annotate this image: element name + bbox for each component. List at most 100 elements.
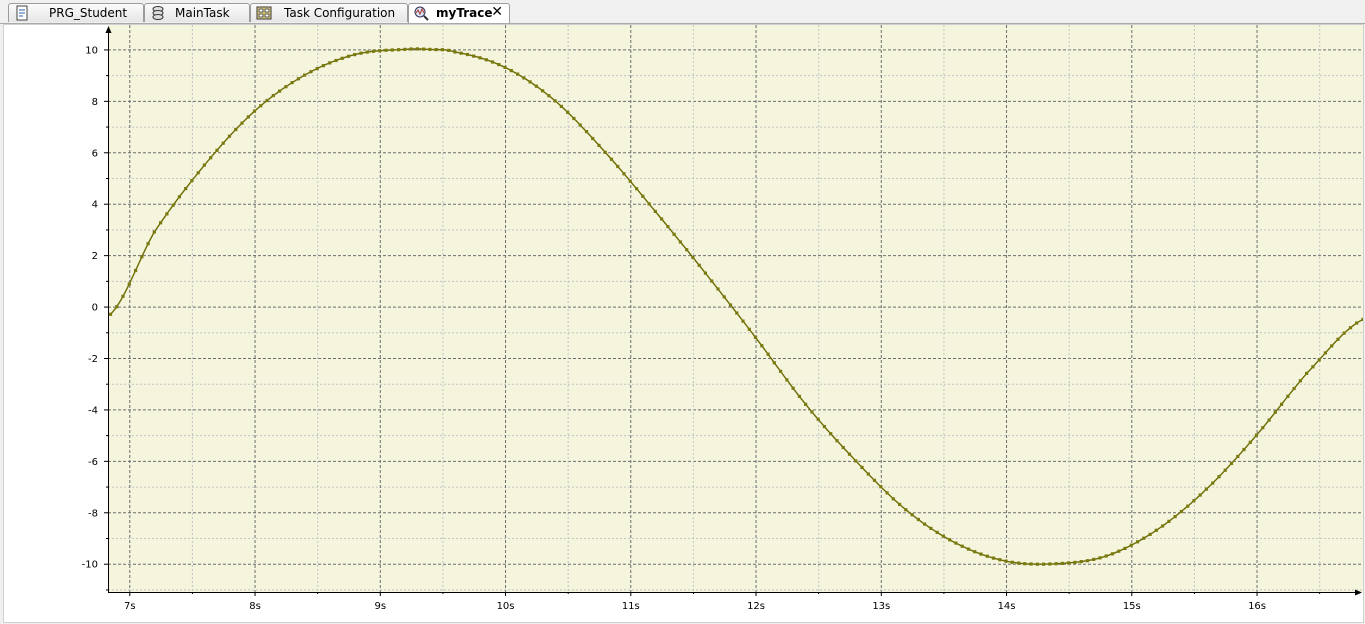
x-tick-label: 7s xyxy=(124,601,136,612)
trace-plot-area[interactable]: 10 8 6 4 2 0 -2 -4 -6 -8 -10 7s 8s 9s 10s 11s 12s 13s 14s 1… xyxy=(3,24,1364,623)
trace-sample-point xyxy=(422,47,426,51)
trace-sample-point xyxy=(365,50,369,54)
y-tick-label: 10 xyxy=(85,45,98,56)
trace-sample-point xyxy=(1336,337,1340,341)
y-tick-label: -2 xyxy=(88,354,98,365)
trace-sample-point xyxy=(1280,402,1284,406)
trace-sample-point xyxy=(647,202,651,206)
trace-sample-point xyxy=(929,526,933,530)
trace-sample-point xyxy=(315,67,319,71)
trace-sample-point xyxy=(735,311,739,315)
trace-sample-point xyxy=(1330,344,1334,348)
trace-sample-point xyxy=(1148,532,1152,536)
trace-sample-point xyxy=(1167,519,1171,523)
trace-sample-point xyxy=(1348,326,1353,330)
trace-sample-point xyxy=(860,465,864,469)
trace-sample-point xyxy=(785,378,789,382)
trace-sample-point xyxy=(1042,562,1046,566)
trace-sample-point xyxy=(127,282,131,286)
trace-sample-point xyxy=(854,459,858,463)
tab-label: PRG_Student xyxy=(49,6,128,20)
trace-sample-point xyxy=(547,94,551,98)
trace-sample-point xyxy=(753,335,758,339)
trace-sample-point xyxy=(321,64,325,68)
trace-sample-point xyxy=(465,52,470,57)
trace-sample-point xyxy=(1123,546,1127,550)
trace-sample-point xyxy=(303,73,307,77)
y-tick-label: 8 xyxy=(92,97,98,108)
x-tick-label: 11s xyxy=(622,601,640,612)
trace-sample-point xyxy=(1092,557,1096,561)
trace-sample-point xyxy=(359,51,363,55)
x-tick-label: 9s xyxy=(375,601,387,612)
trace-sample-point xyxy=(1286,394,1290,398)
trace-sample-point xyxy=(973,550,977,554)
close-icon[interactable]: ✕ xyxy=(491,4,503,20)
trace-sample-point xyxy=(891,497,895,501)
trace-sample-point xyxy=(597,143,601,147)
trace-sample-point xyxy=(797,394,801,398)
trace-sample-point xyxy=(1017,561,1021,565)
trace-sample-point xyxy=(603,150,607,154)
trace-sample-point xyxy=(541,89,545,93)
trace-sample-point xyxy=(1292,386,1296,391)
trace-sample-point xyxy=(954,541,958,545)
trace-sample-point xyxy=(916,517,920,522)
trace-sample-point xyxy=(184,187,188,191)
trace-sample-point xyxy=(121,294,125,298)
x-tick-label: 8s xyxy=(249,601,261,612)
trace-sample-point xyxy=(1211,481,1215,485)
trace-sample-point xyxy=(1029,562,1033,566)
trace-sample-point xyxy=(284,85,288,89)
trace-sample-point xyxy=(872,478,877,482)
trace-sample-point xyxy=(791,386,795,390)
trace-sample-point xyxy=(578,123,582,127)
trace-sample-point xyxy=(134,268,138,273)
y-tick-label: -4 xyxy=(88,405,98,416)
trace-sample-point xyxy=(885,491,889,495)
trace-sample-point xyxy=(991,556,996,560)
trace-sample-point xyxy=(641,194,645,198)
trace-sample-point xyxy=(879,485,883,489)
trace-sample-point xyxy=(1004,559,1008,563)
trace-sample-point xyxy=(1073,560,1077,564)
tab-label: Task Configuration xyxy=(284,6,396,20)
trace-sample-point xyxy=(1204,487,1208,491)
trace-sample-point xyxy=(453,50,457,54)
trace-sample-point xyxy=(221,141,225,145)
trace-sample-point xyxy=(490,60,495,64)
trace-sample-point xyxy=(528,80,532,84)
trace-sample-point xyxy=(1298,379,1302,383)
trace-sample-point xyxy=(290,81,294,85)
trace-sample-point xyxy=(835,439,839,443)
trace-sample-point xyxy=(666,225,670,229)
tab-maintask[interactable]: MainTask xyxy=(144,3,250,22)
trace-sample-point xyxy=(1085,559,1090,563)
y-tick-label: 0 xyxy=(92,303,98,314)
trace-sample-point xyxy=(1342,331,1346,335)
trace-sample-point xyxy=(1361,317,1363,321)
trace-sample-point xyxy=(1060,561,1064,565)
x-tick-label: 10s xyxy=(497,601,515,612)
tab-prg-student[interactable]: PRG_Student xyxy=(8,3,144,22)
trace-sample-point xyxy=(660,217,664,221)
trace-sample-point xyxy=(1110,552,1115,556)
tab-mytrace[interactable]: myTrace ✕ xyxy=(408,3,510,23)
trace-sample-point xyxy=(678,240,682,244)
trace-sample-point xyxy=(910,513,914,517)
trace-sample-point xyxy=(384,48,388,52)
trace-sample-point xyxy=(553,99,557,103)
trace-sample-point xyxy=(190,179,194,183)
y-tick-label: 4 xyxy=(92,200,98,211)
trace-sample-point xyxy=(146,242,150,246)
trace-sample-point xyxy=(353,53,357,57)
trace-sample-point xyxy=(340,56,344,60)
task-icon xyxy=(150,5,166,21)
tab-task-configuration[interactable]: Task Configuration xyxy=(250,3,408,22)
y-axis-arrow xyxy=(105,26,112,33)
trace-sample-point xyxy=(516,72,520,76)
trace-chart[interactable]: 10 8 6 4 2 0 -2 -4 -6 -8 -10 7s 8s 9s 10s 11s 12s 13s 14s 1… xyxy=(4,25,1363,622)
trace-sample-point xyxy=(434,48,438,52)
trace-sample-point xyxy=(941,534,945,538)
trace-sample-point xyxy=(1048,562,1052,566)
